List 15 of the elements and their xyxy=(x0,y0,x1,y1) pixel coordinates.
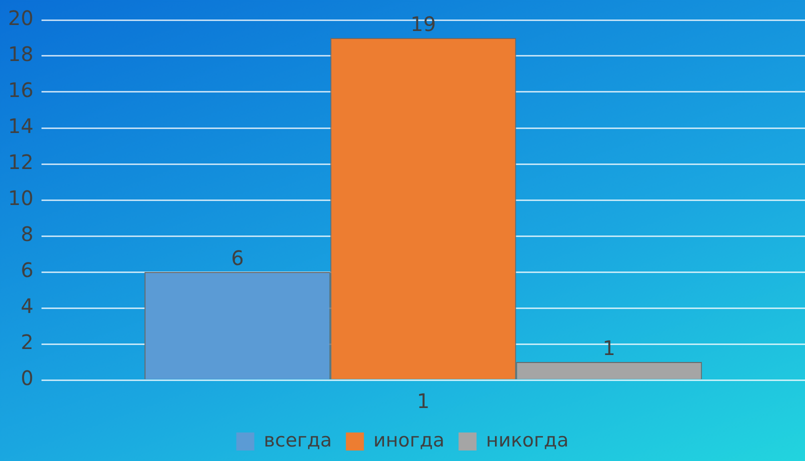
y-tick-label: 4 xyxy=(20,294,34,318)
legend-label: никогда xyxy=(486,429,569,452)
y-tick-label: 20 xyxy=(8,6,34,30)
y-tick-label: 10 xyxy=(8,186,34,210)
y-tick-label: 2 xyxy=(20,330,34,354)
y-tick-label: 18 xyxy=(8,42,34,66)
y-tick-label: 0 xyxy=(20,366,34,390)
y-tick-label: 8 xyxy=(20,222,34,246)
data-label: 6 xyxy=(231,246,244,270)
y-tick-label: 6 xyxy=(20,258,34,282)
legend-label: иногда xyxy=(373,429,445,452)
legend-label: всегда xyxy=(264,429,332,452)
y-tick-label: 12 xyxy=(8,150,34,174)
y-tick-label: 14 xyxy=(8,114,34,138)
y-tick-label: 16 xyxy=(8,78,34,102)
